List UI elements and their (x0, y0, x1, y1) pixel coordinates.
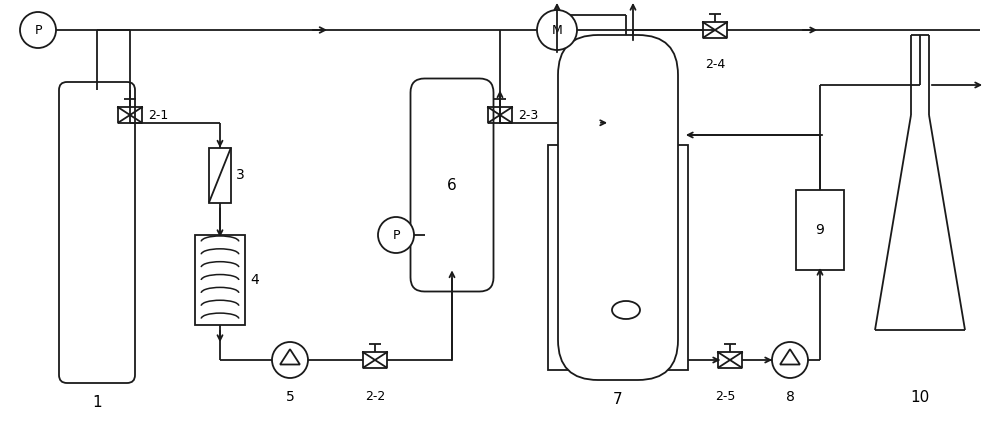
Text: 6: 6 (447, 178, 457, 193)
Text: 7: 7 (613, 392, 623, 407)
Bar (548, 145, 688, 370)
Text: 1: 1 (92, 395, 102, 410)
Text: 2-3: 2-3 (518, 108, 538, 122)
Text: 4: 4 (250, 273, 259, 287)
Ellipse shape (612, 301, 640, 319)
Text: P: P (34, 23, 42, 37)
Text: 2-2: 2-2 (365, 390, 385, 403)
FancyBboxPatch shape (411, 79, 494, 292)
Text: 5: 5 (286, 390, 294, 404)
Circle shape (378, 217, 414, 253)
Text: 2-1: 2-1 (148, 108, 168, 122)
Circle shape (772, 342, 808, 378)
Bar (195, 235, 245, 325)
Text: 2-4: 2-4 (705, 58, 725, 71)
Text: 10: 10 (910, 390, 930, 405)
Polygon shape (280, 349, 300, 365)
Text: 8: 8 (786, 390, 794, 404)
Text: P: P (392, 229, 400, 241)
Text: 3: 3 (236, 168, 245, 182)
Circle shape (20, 12, 56, 48)
Text: 2-5: 2-5 (715, 390, 735, 403)
Text: 9: 9 (816, 223, 824, 237)
Circle shape (272, 342, 308, 378)
Bar (796, 190, 844, 270)
FancyBboxPatch shape (558, 35, 678, 380)
Text: M: M (552, 23, 562, 37)
Polygon shape (780, 349, 800, 365)
FancyBboxPatch shape (59, 82, 135, 383)
Circle shape (537, 10, 577, 50)
Bar (209, 147, 231, 202)
